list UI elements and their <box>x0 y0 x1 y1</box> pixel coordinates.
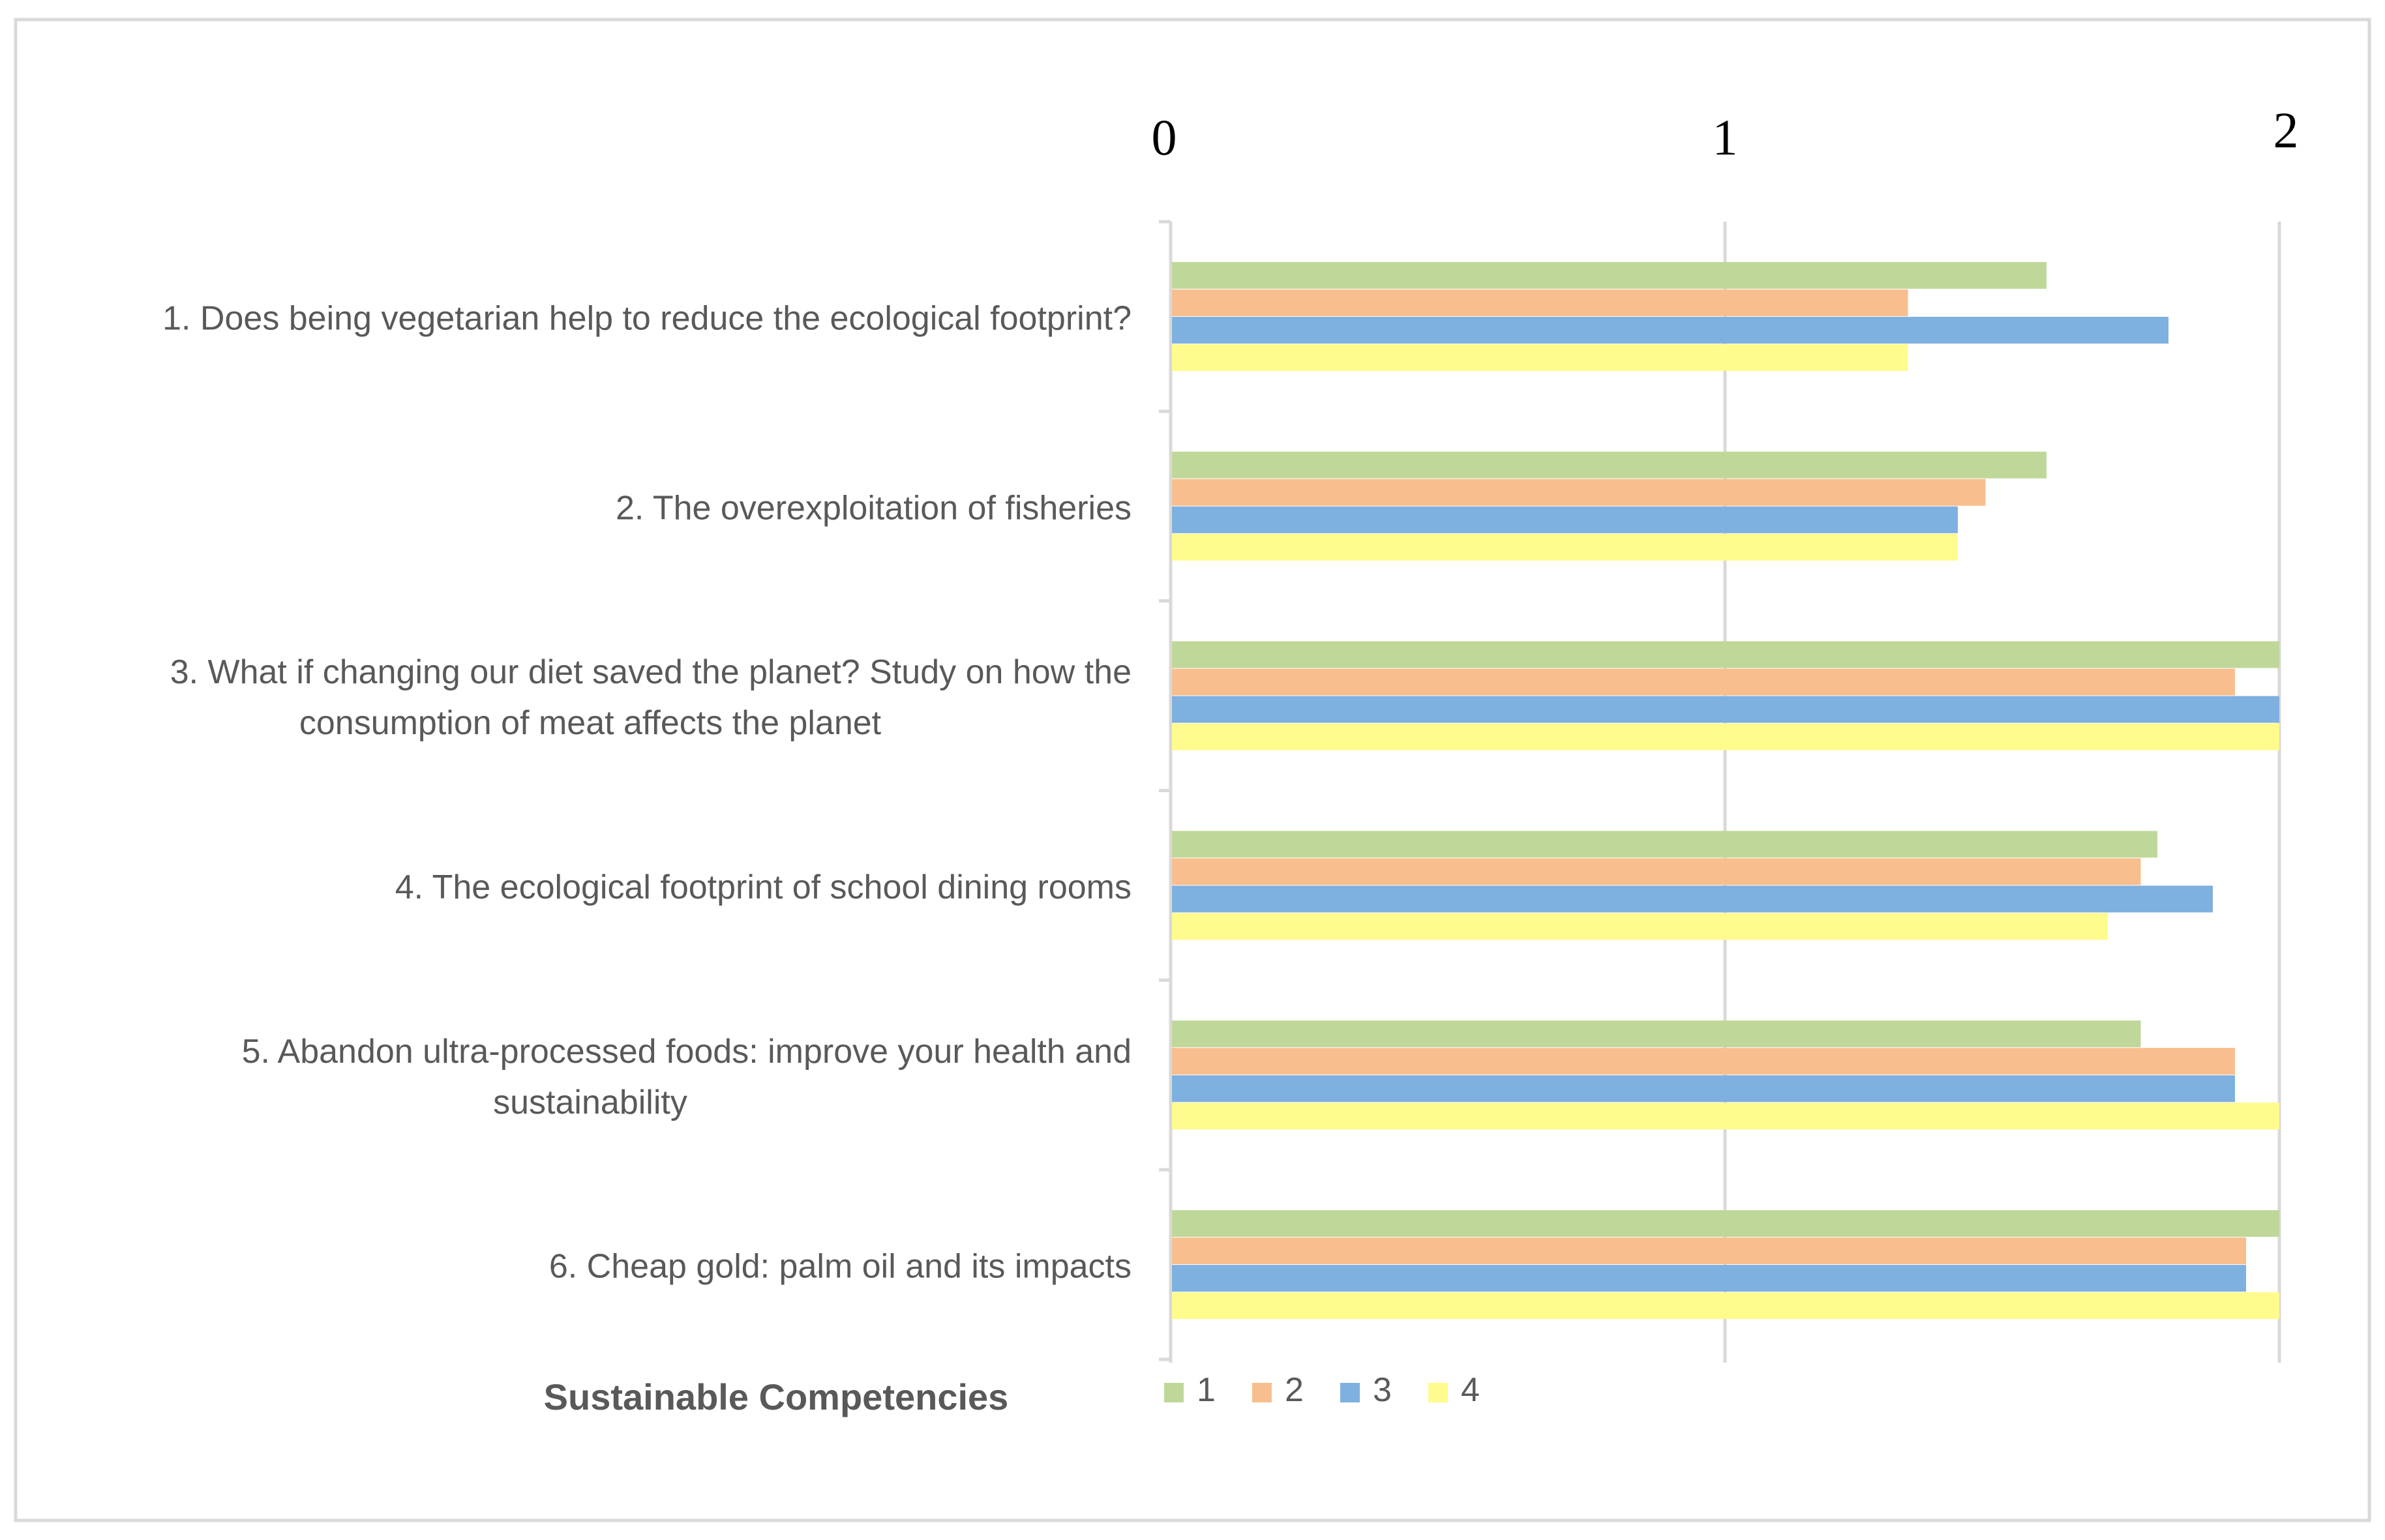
category-labels: 1. Does being vegetarian help to reduce … <box>162 299 1132 1285</box>
legend-label-2: 2 <box>1285 1371 1304 1409</box>
x-tick-label-2: 2 <box>2273 102 2299 158</box>
category-label-4: 4. The ecological footprint of school di… <box>395 868 1132 906</box>
bar-cat5-series1 <box>1172 1020 2141 1048</box>
bar-cat6-series4 <box>1172 1292 2279 1320</box>
bar-cat1-series3 <box>1172 316 2168 344</box>
bar-cat1-series2 <box>1172 289 1908 316</box>
legend-swatch-3 <box>1340 1383 1360 1402</box>
category-axis <box>1159 220 1173 1363</box>
legend: 1 2 3 4 <box>1164 1371 1480 1409</box>
legend-label-4: 4 <box>1461 1371 1480 1409</box>
category-label-line: 4. The ecological footprint of school di… <box>395 868 1132 906</box>
bar-cat4-series4 <box>1172 913 2108 940</box>
legend-swatch-1 <box>1164 1383 1184 1402</box>
bar-cat2-series4 <box>1172 533 1958 561</box>
bar-cat4-series1 <box>1172 831 2157 858</box>
category-label-line: 1. Does being vegetarian help to reduce … <box>162 299 1132 337</box>
bar-cat3-series2 <box>1172 668 2235 696</box>
category-label-line: sustainability <box>493 1084 687 1121</box>
legend-swatch-4 <box>1428 1383 1448 1402</box>
legend-item-2: 2 <box>1252 1371 1304 1409</box>
bar-cat1-series4 <box>1172 344 1908 371</box>
bar-cat2-series2 <box>1172 479 1986 506</box>
category-label-line: 3. What if changing our diet saved the p… <box>170 653 1132 691</box>
legend-label-3: 3 <box>1373 1371 1392 1409</box>
bar-cat1-series1 <box>1172 261 2047 289</box>
bar-cat4-series2 <box>1172 858 2141 885</box>
bar-cat6-series1 <box>1172 1210 2279 1237</box>
bar-cat6-series3 <box>1172 1265 2246 1292</box>
legend-item-1: 1 <box>1164 1371 1216 1409</box>
category-label-line: 2. The overexploitation of fisheries <box>616 489 1132 527</box>
category-label-6: 6. Cheap gold: palm oil and its impacts <box>549 1248 1132 1286</box>
legend-swatch-2 <box>1252 1383 1272 1402</box>
legend-label-1: 1 <box>1197 1371 1216 1409</box>
category-label-2: 2. The overexploitation of fisheries <box>616 489 1132 527</box>
bar-cat5-series2 <box>1172 1048 2235 1075</box>
bar-cat3-series3 <box>1172 696 2279 723</box>
y-axis-title: Sustainable Competencies <box>544 1376 1009 1417</box>
bar-cat3-series1 <box>1172 641 2279 668</box>
legend-item-3: 3 <box>1340 1371 1392 1409</box>
x-tick-label-1: 1 <box>1713 109 1738 166</box>
bar-cat6-series2 <box>1172 1237 2246 1265</box>
category-label-line: 5. Abandon ultra-processed foods: improv… <box>242 1033 1132 1071</box>
legend-item-4: 4 <box>1428 1371 1480 1409</box>
x-tick-label-0: 0 <box>1152 109 1177 166</box>
bar-cat3-series4 <box>1172 723 2279 750</box>
bar-cat2-series3 <box>1172 506 1958 533</box>
bars <box>1172 261 2279 1320</box>
category-label-5: 5. Abandon ultra-processed foods: improv… <box>242 1033 1132 1121</box>
bar-cat5-series3 <box>1172 1075 2235 1103</box>
category-label-line: consumption of meat affects the planet <box>299 704 882 742</box>
category-label-1: 1. Does being vegetarian help to reduce … <box>162 299 1132 337</box>
bar-cat4-series3 <box>1172 885 2213 913</box>
bar-cat5-series4 <box>1172 1103 2279 1130</box>
category-label-3: 3. What if changing our diet saved the p… <box>170 653 1132 742</box>
x-tick-labels: 0 1 2 <box>1152 102 2299 166</box>
bar-cat2-series1 <box>1172 451 2047 479</box>
category-label-line: 6. Cheap gold: palm oil and its impacts <box>549 1248 1132 1286</box>
